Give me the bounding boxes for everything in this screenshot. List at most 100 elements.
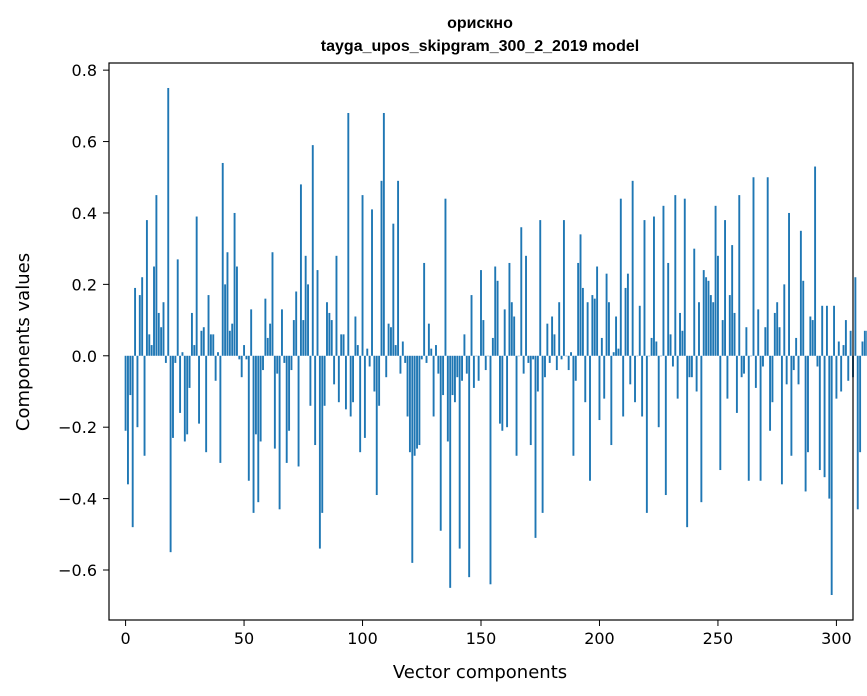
bar-41	[221, 162, 224, 356]
bar-189	[572, 355, 575, 456]
bar-38	[214, 355, 217, 381]
bar-78	[309, 355, 312, 406]
bar-59	[264, 298, 267, 356]
bar-134	[442, 355, 445, 396]
x-axis-label: Vector components	[393, 662, 567, 683]
bar-35	[207, 295, 210, 356]
bar-14	[157, 312, 160, 356]
bar-106	[375, 355, 378, 496]
bar-261	[743, 355, 745, 374]
x-tick-label: 100	[347, 629, 378, 648]
bar-122	[413, 355, 416, 456]
bar-252	[721, 320, 724, 356]
bar-80	[314, 355, 317, 446]
bar-145	[468, 355, 471, 578]
bar-16	[162, 302, 165, 356]
bar-310	[859, 355, 862, 453]
bar-207	[615, 316, 618, 356]
bar-280	[788, 212, 790, 356]
bar-195	[586, 302, 589, 356]
bar-107	[378, 355, 381, 406]
x-tick-label: 0	[120, 629, 130, 648]
bar-19	[169, 355, 172, 553]
bar-121	[411, 355, 414, 563]
bar-58	[262, 355, 264, 371]
bar-294	[821, 305, 824, 356]
bar-174	[536, 355, 539, 392]
bar-253	[724, 220, 726, 356]
bar-223	[653, 216, 655, 356]
bar-235	[681, 330, 684, 356]
bar-290	[811, 320, 814, 356]
bar-125	[420, 355, 423, 360]
bar-231	[671, 355, 674, 367]
bar-283	[795, 337, 798, 356]
y-tick-label: −0.2	[58, 418, 97, 437]
chart-subtitle: tayga_upos_skipgram_300_2_2019 model	[321, 38, 639, 55]
bar-230	[669, 334, 672, 356]
bar-131	[435, 345, 437, 356]
bar-70	[290, 355, 293, 371]
bar-157	[496, 280, 499, 356]
bar-73	[297, 355, 300, 467]
bar-284	[797, 355, 800, 385]
bar-12	[153, 266, 155, 356]
bar-143	[463, 334, 466, 356]
bar-1	[127, 355, 129, 485]
bar-260	[740, 355, 743, 378]
bar-204	[608, 302, 610, 356]
x-axis: 0 50 100 150 200 250 300	[120, 620, 852, 648]
bar-152	[484, 355, 487, 371]
bar-188	[570, 352, 572, 356]
bar-24	[181, 352, 184, 356]
bar-238	[688, 355, 691, 378]
bar-168	[522, 355, 525, 374]
bar-72	[295, 291, 298, 356]
bar-269	[762, 355, 764, 367]
bar-102	[366, 348, 369, 356]
bar-64	[276, 355, 279, 374]
bar-54	[252, 355, 255, 513]
bar-302	[840, 355, 843, 392]
bar-220	[645, 355, 648, 513]
bar-103	[368, 355, 371, 367]
bar-67	[283, 355, 286, 363]
bar-112	[390, 327, 392, 356]
bar-194	[584, 355, 587, 403]
bar-170	[527, 355, 530, 363]
bar-197	[591, 295, 594, 356]
bar-193	[581, 287, 584, 356]
bar-273	[771, 355, 774, 403]
bar-0	[124, 355, 127, 431]
bar-130	[432, 355, 435, 417]
x-tick-label: 300	[821, 629, 852, 648]
bar-40	[219, 355, 222, 463]
bar-84	[323, 355, 326, 406]
bar-108	[380, 180, 383, 356]
bar-55	[254, 355, 257, 435]
y-axis-label: Components values	[13, 253, 34, 431]
bar-69	[288, 355, 291, 431]
bar-8	[143, 355, 146, 456]
bar-6	[138, 295, 141, 356]
bar-90	[337, 355, 340, 403]
bar-239	[690, 355, 693, 378]
bar-150	[480, 270, 482, 356]
bar-146	[470, 295, 473, 356]
bar-47	[236, 266, 238, 356]
bar-276	[778, 327, 781, 356]
bar-45	[231, 323, 234, 356]
bar-249	[714, 205, 717, 356]
bar-154	[489, 355, 492, 585]
bar-77	[307, 284, 309, 356]
bar-53	[250, 309, 253, 356]
bar-43	[226, 252, 229, 356]
bar-282	[792, 355, 795, 371]
bar-109	[382, 112, 385, 356]
bar-275	[776, 302, 779, 356]
bar-83	[321, 355, 324, 513]
bar-75	[302, 320, 305, 356]
bar-309	[856, 355, 859, 510]
bar-289	[809, 316, 812, 356]
